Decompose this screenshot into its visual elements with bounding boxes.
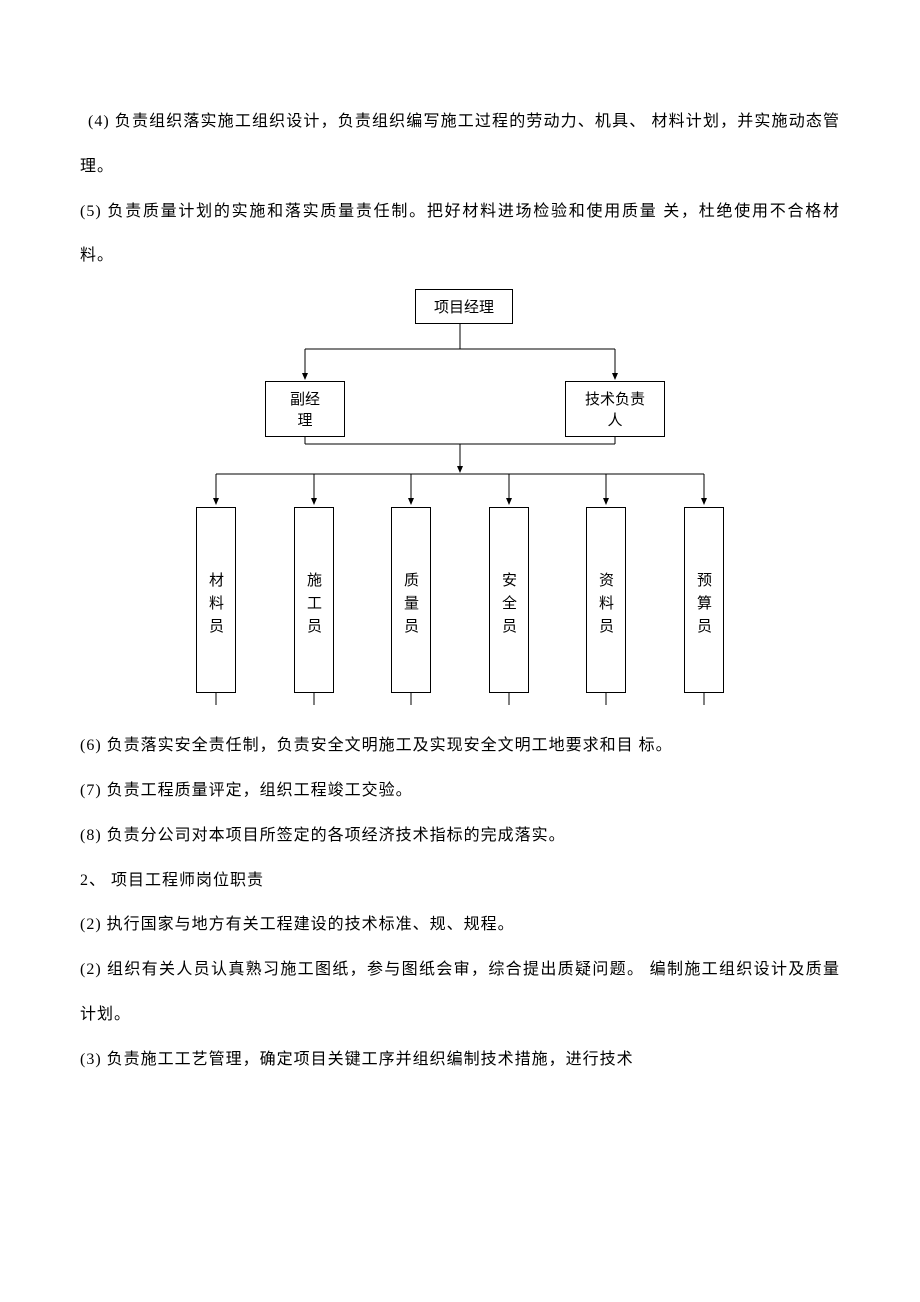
- heading-section-2: 2、 项目工程师岗位职责: [80, 859, 840, 904]
- paragraph-2-2: (2) 组织有关人员认真熟习施工图纸，参与图纸会审，综合提出质疑问题。 编制施工…: [80, 948, 840, 1038]
- paragraph-5: (5) 负责质量计划的实施和落实质量责任制。把好材料进场检验和使用质量 关，杜绝…: [80, 190, 840, 280]
- org-node-tech-lead: 技术负责人: [565, 381, 665, 437]
- org-node-root: 项目经理: [415, 289, 513, 324]
- org-leaf-budget: 预算员: [684, 507, 724, 693]
- org-leaf-quality: 质量员: [391, 507, 431, 693]
- org-node-deputy-manager: 副经理: [265, 381, 345, 437]
- org-leaf-construction: 施工员: [294, 507, 334, 693]
- paragraph-8: (8) 负责分公司对本项目所签定的各项经济技术指标的完成落实。: [80, 814, 840, 859]
- paragraph-4: (4) 负责组织落实施工组织设计，负责组织编写施工过程的劳动力、机具、 材料计划…: [80, 100, 840, 190]
- org-chart-diagram: 项目经理 副经理 技术负责人 材料员 施工员 质量员 安全员 资料员 预算员: [170, 289, 750, 709]
- paragraph-2-3: (3) 负责施工工艺管理，确定项目关键工序并组织编制技术措施，进行技术: [80, 1038, 840, 1083]
- org-leaf-material: 材料员: [196, 507, 236, 693]
- org-leaf-data: 资料员: [586, 507, 626, 693]
- paragraph-6: (6) 负责落实安全责任制，负责安全文明施工及实现安全文明工地要求和目 标。: [80, 724, 840, 769]
- paragraph-2-1: (2) 执行国家与地方有关工程建设的技术标准、规、规程。: [80, 903, 840, 948]
- org-leaf-safety: 安全员: [489, 507, 529, 693]
- paragraph-7: (7) 负责工程质量评定，组织工程竣工交验。: [80, 769, 840, 814]
- org-chart-connectors: [170, 289, 750, 709]
